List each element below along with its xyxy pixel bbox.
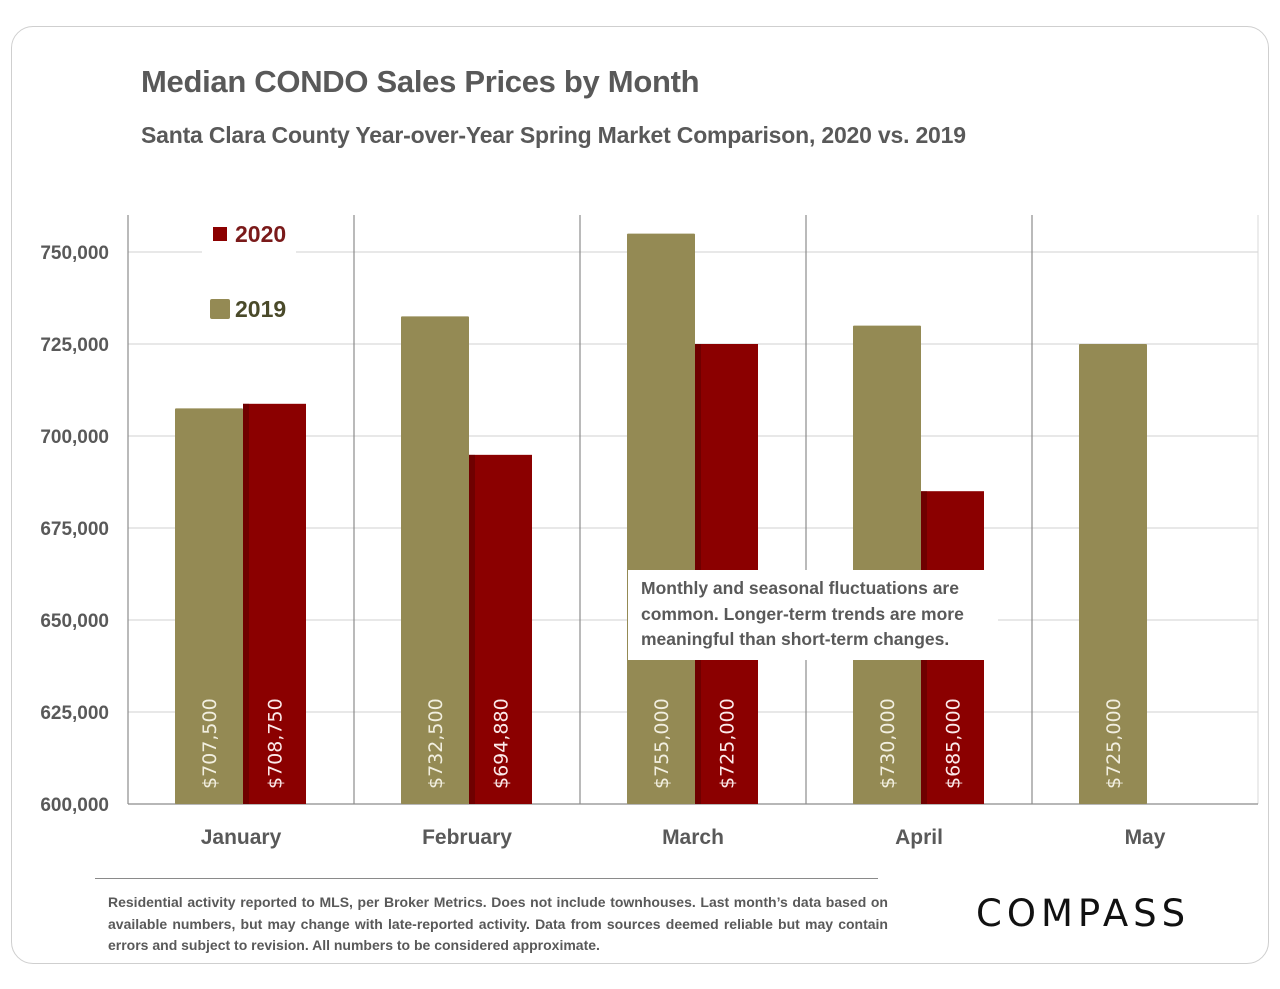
legend-swatch-2020 bbox=[213, 227, 227, 241]
y-tick-label: 625,000 bbox=[40, 703, 109, 724]
compass-logo: COMPASS bbox=[976, 892, 1191, 935]
bar-label-2019: $725,000 bbox=[1103, 698, 1125, 789]
bar-2020-shade bbox=[243, 403, 249, 804]
bar-2019 bbox=[1079, 344, 1147, 804]
bar-2019 bbox=[401, 316, 469, 804]
bar-2019 bbox=[175, 408, 243, 804]
x-tick-label: January bbox=[201, 826, 282, 849]
x-tick-label: May bbox=[1125, 826, 1166, 849]
bar-label-2019: $730,000 bbox=[877, 698, 899, 789]
y-tick-label: 600,000 bbox=[40, 795, 109, 816]
y-tick-label: 700,000 bbox=[40, 427, 109, 448]
footnote: Residential activity reported to MLS, pe… bbox=[108, 894, 888, 953]
bar-label-2020: $685,000 bbox=[943, 698, 965, 789]
bar-label-2020: $725,000 bbox=[717, 698, 739, 789]
bar-label-2020: $708,750 bbox=[265, 698, 287, 789]
bar-2019 bbox=[853, 325, 921, 804]
x-tick-label: April bbox=[895, 826, 943, 849]
bar-label-2019: $732,500 bbox=[425, 698, 447, 789]
legend-label-2020: 2020 bbox=[235, 221, 286, 247]
x-tick-label: February bbox=[422, 826, 512, 849]
chart-title: Median CONDO Sales Prices by Month bbox=[141, 64, 700, 99]
footnote-divider bbox=[95, 878, 878, 879]
bar-2019 bbox=[627, 233, 695, 805]
y-tick-label: 650,000 bbox=[40, 611, 109, 632]
y-tick-label: 725,000 bbox=[40, 335, 109, 356]
bar-label-2019: $755,000 bbox=[651, 698, 673, 789]
bar-label-2019: $707,500 bbox=[199, 698, 221, 789]
x-tick-label: March bbox=[662, 826, 724, 849]
bar-2020 bbox=[469, 454, 532, 804]
bar-label-2020: $694,880 bbox=[491, 698, 513, 789]
bar-2020 bbox=[243, 403, 306, 804]
legend-label-2019: 2019 bbox=[235, 296, 286, 322]
chart-subtitle: Santa Clara County Year-over-Year Spring… bbox=[141, 122, 966, 148]
y-tick-label: 675,000 bbox=[40, 519, 109, 540]
legend-swatch-2019 bbox=[210, 299, 230, 319]
y-tick-label: 750,000 bbox=[40, 243, 109, 264]
annotation-box: Monthly and seasonal fluctuations are co… bbox=[628, 570, 998, 660]
bar-2020-shade bbox=[469, 454, 475, 804]
